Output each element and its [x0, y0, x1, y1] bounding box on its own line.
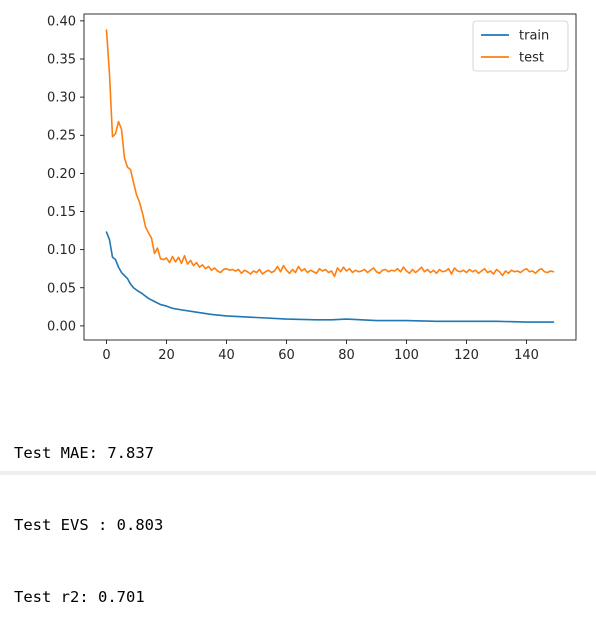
plot-frame — [83, 13, 577, 341]
x-tick-label: 100 — [394, 348, 419, 363]
series-line-train — [105, 231, 555, 323]
y-tick-label: 0.30 — [47, 91, 76, 106]
legend: train test — [472, 20, 569, 72]
y-tick-label: 0.15 — [47, 205, 76, 220]
y-axis: 0.00 0.05 0.10 0.15 0.20 0.25 0.30 0.35 0.40 — [47, 14, 84, 334]
legend-box — [472, 20, 569, 72]
x-tick-label: 20 — [158, 348, 175, 363]
x-tick-label: 120 — [454, 348, 479, 363]
output-line-mae: Test MAE: 7.837 — [14, 444, 154, 462]
x-tick-label: 60 — [278, 348, 295, 363]
legend-label-train: train — [519, 29, 549, 44]
loss-chart: 0 20 40 60 80 100 120 140 0.000.050.100.150.200… — [47, 13, 577, 363]
y-tick-label: 0.05 — [47, 281, 76, 296]
y-tick-label: 0.40 — [47, 14, 76, 29]
x-tick-label: 0 — [102, 348, 110, 363]
x-axis: 0 20 40 60 80 100 120 140 — [102, 340, 539, 363]
x-tick-label: 80 — [338, 348, 355, 363]
metrics-output: Test MAE: 7.837 Test EVS : 0.803 Test r2… — [14, 393, 163, 633]
y-tick-label: 0.35 — [47, 52, 76, 67]
output-line-r2: Test r2: 0.701 — [14, 588, 145, 606]
x-tick-label: 140 — [514, 348, 539, 363]
cell-divider — [0, 471, 596, 475]
y-tick-label: 0.20 — [47, 167, 76, 182]
series-layer — [105, 29, 555, 323]
x-tick-label: 40 — [218, 348, 235, 363]
y-tick-label: 0.10 — [47, 243, 76, 258]
output-line-evs: Test EVS : 0.803 — [14, 516, 164, 534]
y-tick-label: 0.25 — [47, 129, 76, 144]
series-line-test — [105, 29, 555, 278]
y-tick-label: 0.00 — [47, 319, 76, 334]
legend-label-test: test — [519, 51, 544, 66]
